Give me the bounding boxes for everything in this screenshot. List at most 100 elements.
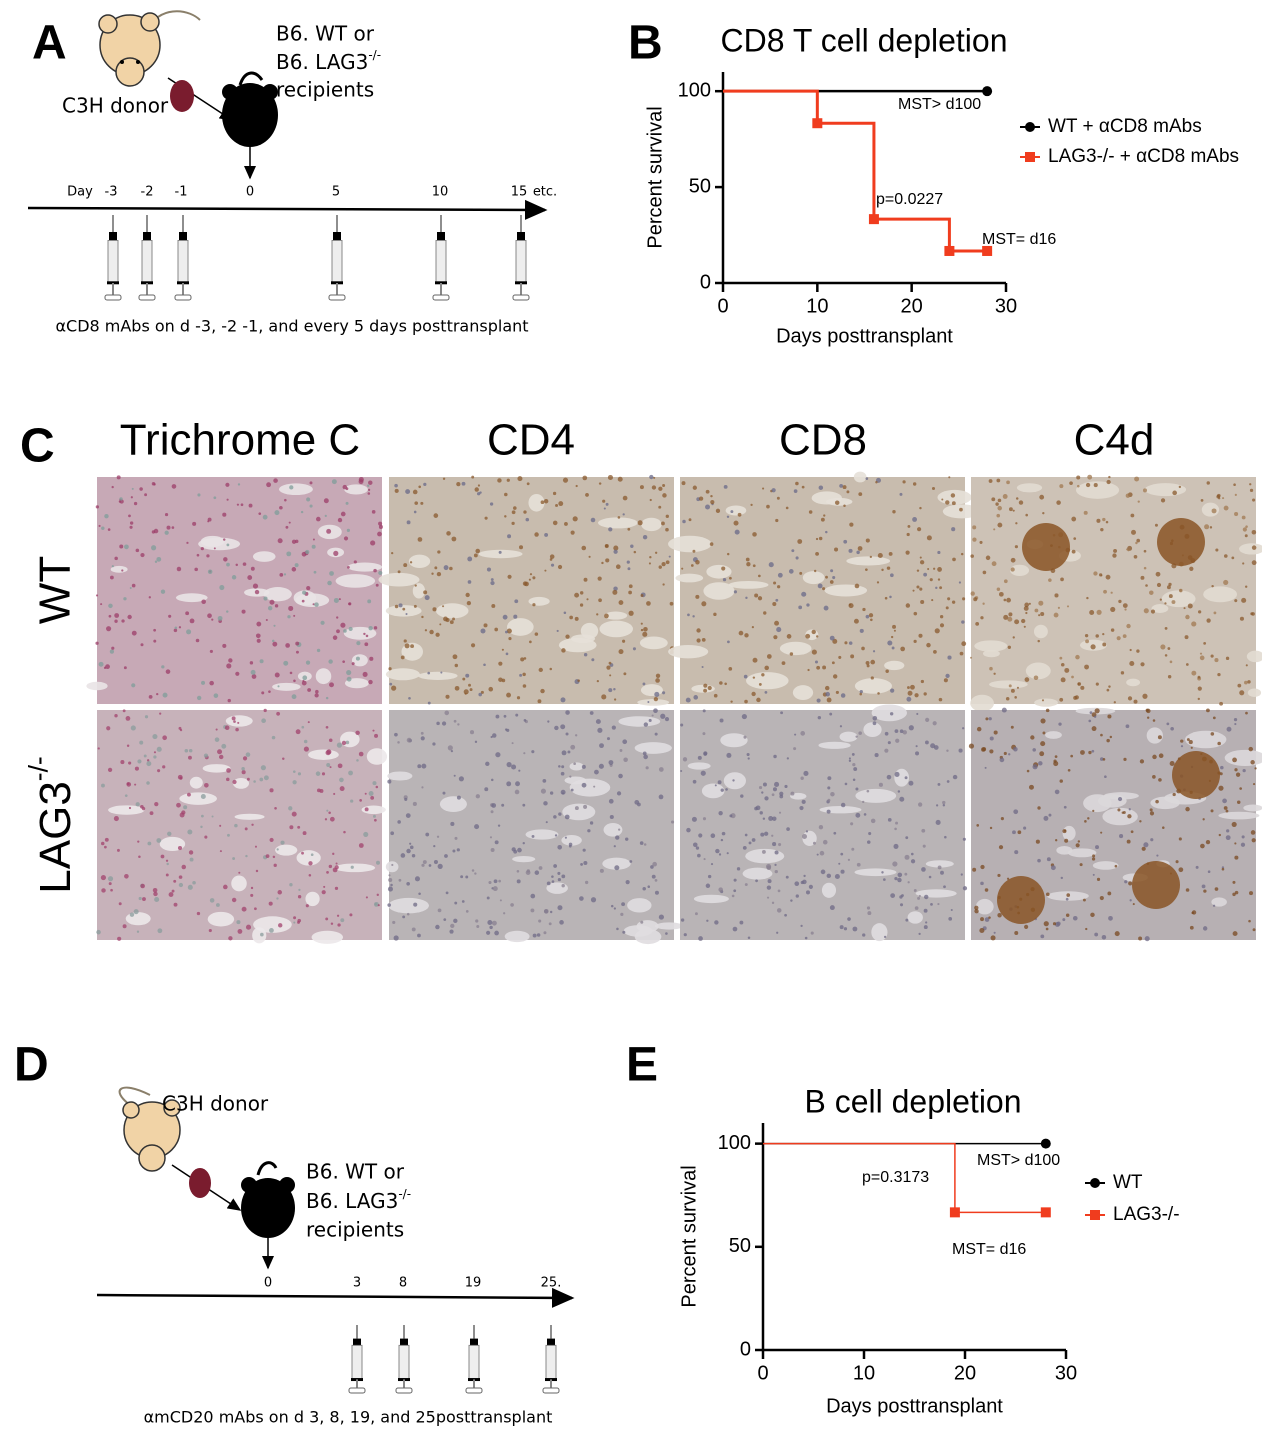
cell bbox=[378, 570, 383, 576]
cell bbox=[813, 841, 816, 845]
cell bbox=[687, 613, 690, 617]
cell bbox=[208, 928, 212, 933]
marker bbox=[812, 118, 823, 129]
x-tick-label: 10 bbox=[806, 295, 828, 317]
cell bbox=[477, 484, 481, 487]
syringe-barrel bbox=[331, 240, 343, 284]
cell bbox=[726, 852, 729, 855]
syringe bbox=[174, 215, 192, 301]
cell bbox=[1133, 699, 1138, 704]
cell bbox=[799, 805, 804, 811]
cell bbox=[460, 875, 464, 879]
cell bbox=[1164, 602, 1167, 605]
cell bbox=[429, 629, 434, 635]
column-header: CD8 bbox=[779, 416, 867, 465]
tubule bbox=[86, 681, 108, 691]
cell bbox=[997, 522, 1003, 528]
cell bbox=[1059, 656, 1063, 660]
cell bbox=[312, 603, 315, 606]
cell bbox=[777, 585, 781, 589]
cell bbox=[277, 685, 280, 688]
cell bbox=[918, 894, 921, 897]
cell bbox=[779, 811, 782, 814]
cell bbox=[474, 872, 477, 875]
cell bbox=[492, 733, 497, 738]
cell bbox=[906, 532, 910, 537]
tubule bbox=[1218, 811, 1260, 820]
cell bbox=[1125, 724, 1130, 729]
tubule bbox=[1034, 698, 1058, 707]
cell bbox=[545, 821, 548, 824]
cell bbox=[316, 648, 321, 653]
cell bbox=[719, 718, 724, 723]
cell bbox=[1211, 508, 1217, 514]
cell bbox=[1118, 599, 1122, 604]
cell bbox=[1152, 754, 1157, 760]
cell bbox=[511, 742, 514, 745]
cell bbox=[715, 508, 721, 513]
cell bbox=[661, 562, 666, 567]
cell bbox=[1150, 609, 1156, 614]
cell bbox=[1198, 610, 1202, 614]
tubule bbox=[1144, 483, 1187, 497]
cell bbox=[1244, 585, 1248, 588]
cell bbox=[815, 537, 819, 541]
syringe bbox=[348, 1325, 366, 1394]
cell bbox=[1059, 697, 1064, 702]
cell bbox=[551, 880, 555, 883]
cell bbox=[852, 778, 856, 781]
cell bbox=[1232, 757, 1237, 763]
cell bbox=[192, 521, 197, 526]
cell bbox=[534, 532, 539, 537]
cell bbox=[394, 732, 398, 737]
cell bbox=[1014, 850, 1019, 855]
cell bbox=[569, 615, 573, 620]
cell bbox=[826, 809, 831, 814]
cell bbox=[613, 549, 618, 554]
tubule bbox=[790, 792, 807, 800]
cell bbox=[122, 709, 126, 713]
cell bbox=[370, 796, 375, 800]
cell bbox=[1251, 838, 1256, 843]
tubule bbox=[675, 573, 704, 583]
legend-label: LAG3-/- bbox=[1113, 1204, 1180, 1225]
cell bbox=[881, 568, 884, 572]
cell bbox=[890, 688, 895, 693]
cell bbox=[918, 932, 921, 935]
tubule bbox=[1075, 481, 1120, 499]
cell bbox=[283, 573, 287, 576]
cell bbox=[1012, 636, 1015, 639]
cell bbox=[947, 597, 951, 601]
cell bbox=[702, 817, 707, 821]
cell bbox=[907, 524, 911, 528]
cell bbox=[432, 607, 437, 612]
cell bbox=[870, 818, 876, 824]
tubule bbox=[569, 778, 611, 797]
cell bbox=[761, 673, 765, 677]
cell bbox=[574, 592, 580, 598]
cell bbox=[939, 615, 944, 619]
cell bbox=[217, 615, 223, 621]
cell bbox=[1013, 809, 1019, 815]
cell bbox=[129, 912, 135, 917]
cell bbox=[802, 879, 807, 885]
cell bbox=[197, 493, 201, 497]
tubule bbox=[982, 649, 1000, 658]
cell bbox=[886, 774, 892, 780]
cell bbox=[649, 556, 652, 559]
cell bbox=[489, 925, 493, 930]
cell bbox=[450, 750, 454, 753]
cell bbox=[1203, 641, 1207, 645]
y-tick-label: 100 bbox=[678, 79, 711, 101]
cell bbox=[618, 828, 621, 831]
donor-label: C3H donor bbox=[62, 94, 169, 118]
cell bbox=[1245, 664, 1248, 667]
cell bbox=[1054, 789, 1060, 795]
cell bbox=[1001, 707, 1007, 713]
cell bbox=[301, 599, 305, 603]
cell bbox=[935, 804, 939, 807]
syringe-hub bbox=[547, 1338, 555, 1346]
cell bbox=[1128, 881, 1133, 886]
cell bbox=[843, 539, 848, 544]
cell bbox=[1207, 870, 1211, 874]
